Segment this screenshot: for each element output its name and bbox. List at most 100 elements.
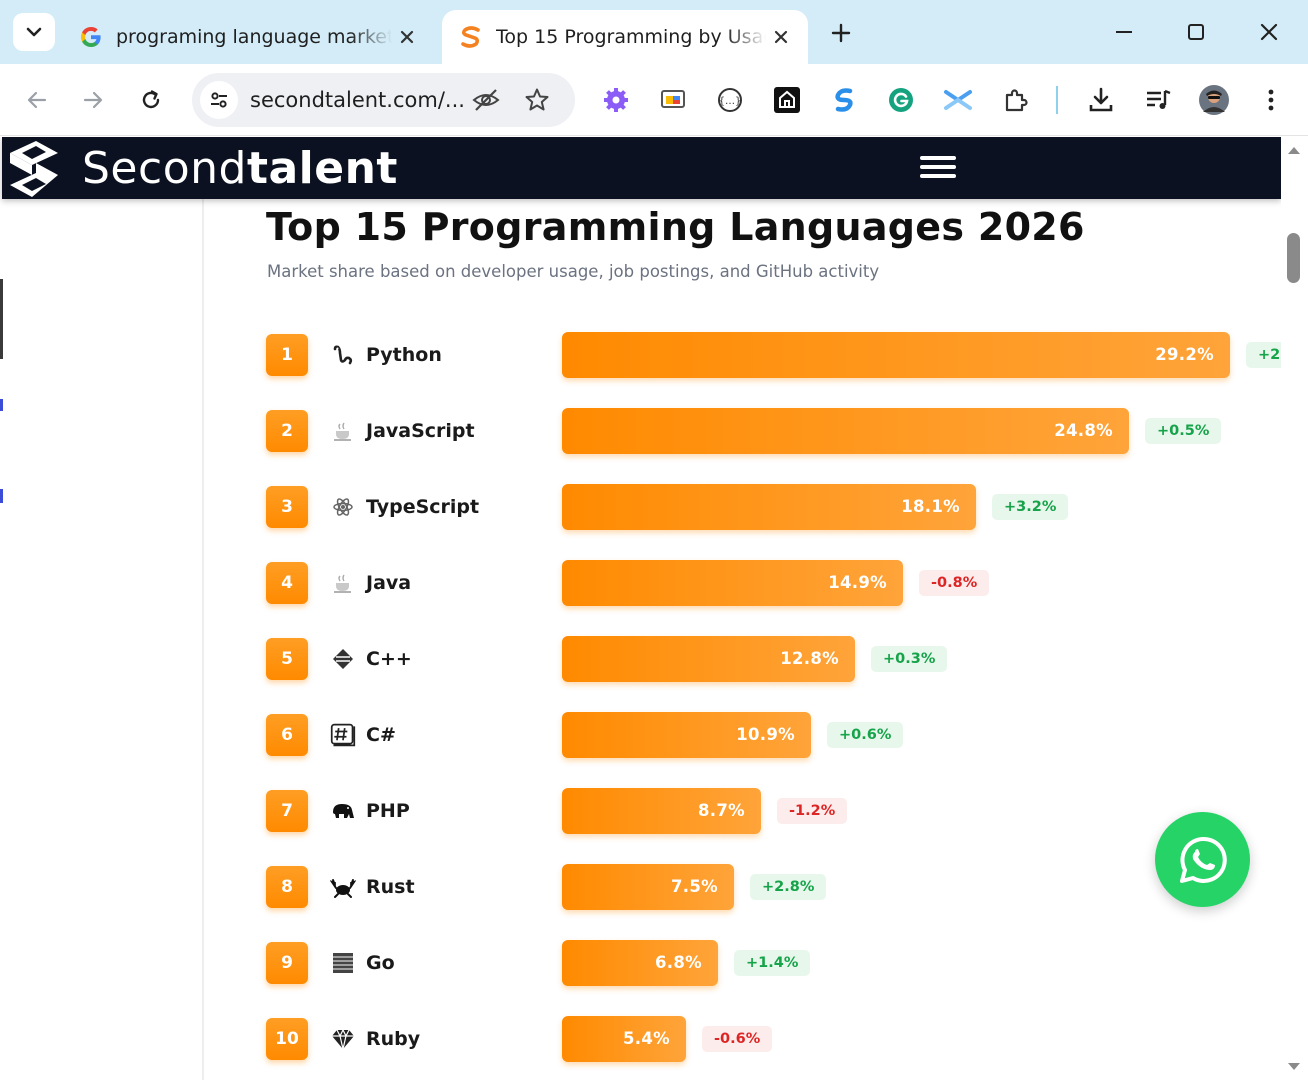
reload-icon bbox=[142, 90, 160, 109]
change-badge: -1.2% bbox=[777, 798, 848, 824]
reload-button[interactable] bbox=[129, 78, 173, 122]
rust-icon bbox=[330, 872, 356, 902]
chevron-down-icon bbox=[26, 27, 42, 37]
avatar[interactable] bbox=[1194, 80, 1234, 120]
grammarly-icon[interactable] bbox=[881, 80, 921, 120]
tab-title: programing language market share - Googl… bbox=[116, 26, 392, 48]
tab-search-button[interactable] bbox=[13, 13, 55, 51]
minimize-button[interactable] bbox=[1096, 12, 1152, 52]
site-header: Secondtalent bbox=[2, 137, 1281, 199]
page-title: Top 15 Programming Languages 2026 bbox=[266, 205, 1085, 249]
back-button[interactable] bbox=[15, 78, 59, 122]
tracking-protection-icon[interactable] bbox=[466, 80, 506, 120]
arrow-left-icon bbox=[27, 91, 47, 109]
browser-toolbar: secondtalent.com/... {…} bbox=[0, 64, 1308, 136]
whatsapp-icon bbox=[1179, 836, 1227, 883]
share-bar: 6.8% bbox=[562, 940, 718, 986]
url-text[interactable]: secondtalent.com/... bbox=[250, 88, 465, 112]
plus-icon bbox=[831, 23, 851, 43]
close-window-button[interactable] bbox=[1241, 12, 1297, 52]
language-row: 2 JavaScript 24.8% +0.5% bbox=[0, 404, 1281, 460]
language-name: C++ bbox=[366, 648, 412, 670]
maximize-button[interactable] bbox=[1168, 12, 1224, 52]
sync-extension-icon[interactable] bbox=[824, 80, 864, 120]
rank-badge: 4 bbox=[266, 562, 308, 604]
toolbar-separator bbox=[1056, 86, 1058, 114]
share-value: 14.9% bbox=[828, 573, 887, 592]
brand-wordmark[interactable]: Secondtalent bbox=[82, 144, 398, 194]
language-row: 7 PHP 8.7% -1.2% bbox=[0, 784, 1281, 840]
page-viewport: Secondtalent Top 15 Programming Language… bbox=[0, 137, 1308, 1080]
share-bar: 14.9% bbox=[562, 560, 903, 606]
language-row: 10 Ruby 5.4% -0.6% bbox=[0, 1012, 1281, 1068]
language-name: Ruby bbox=[366, 1028, 421, 1050]
change-badge: +0.3% bbox=[871, 646, 948, 672]
go-icon bbox=[330, 948, 356, 978]
minimize-icon bbox=[1116, 31, 1132, 33]
share-value: 29.2% bbox=[1155, 345, 1214, 364]
change-badge: +0.5% bbox=[1145, 418, 1222, 444]
arrow-right-icon bbox=[83, 91, 103, 109]
rank-badge: 8 bbox=[266, 866, 308, 908]
tune-icon bbox=[211, 92, 227, 108]
left-edge-decoration bbox=[0, 279, 3, 503]
share-value: 18.1% bbox=[901, 497, 960, 516]
code-extension-icon[interactable]: {…} bbox=[710, 80, 750, 120]
google-icon bbox=[78, 24, 104, 50]
language-name: JavaScript bbox=[366, 420, 475, 442]
browser-menu-icon[interactable] bbox=[1251, 80, 1291, 120]
python-icon bbox=[330, 340, 356, 370]
rank-badge: 10 bbox=[266, 1018, 308, 1060]
tab-google-search[interactable]: programing language market share - Googl… bbox=[62, 10, 434, 64]
share-bar: 18.1% bbox=[562, 484, 976, 530]
share-bar: 10.9% bbox=[562, 712, 811, 758]
tab-secondtalent[interactable]: Top 15 Programming by Usage bbox=[442, 10, 808, 64]
gear-extension-icon[interactable] bbox=[596, 80, 636, 120]
change-badge: -0.8% bbox=[919, 570, 990, 596]
rank-badge: 3 bbox=[266, 486, 308, 528]
scrollbar-thumb[interactable] bbox=[1287, 233, 1300, 283]
page-subtitle: Market share based on developer usage, j… bbox=[267, 262, 880, 281]
whatsapp-chat-button[interactable] bbox=[1155, 812, 1250, 907]
share-value: 10.9% bbox=[736, 725, 795, 744]
cast-extension-icon[interactable] bbox=[653, 80, 693, 120]
rank-badge: 9 bbox=[266, 942, 308, 984]
rank-badge: 1 bbox=[266, 334, 308, 376]
dark-extension-icon[interactable] bbox=[767, 80, 807, 120]
brand-light-text: Second bbox=[82, 143, 247, 194]
share-value: 24.8% bbox=[1054, 421, 1113, 440]
rank-badge: 5 bbox=[266, 638, 308, 680]
scroll-up-icon[interactable] bbox=[1287, 145, 1301, 155]
share-bar: 5.4% bbox=[562, 1016, 686, 1062]
windsurf-icon[interactable] bbox=[938, 80, 978, 120]
language-row: 6 C# 10.9% +0.6% bbox=[0, 708, 1281, 764]
share-bar: 24.8% bbox=[562, 408, 1129, 454]
site-info-button[interactable] bbox=[200, 81, 238, 119]
share-value: 12.8% bbox=[780, 649, 839, 668]
javascript-icon bbox=[330, 416, 356, 446]
change-badge: +0.6% bbox=[827, 722, 904, 748]
forward-button[interactable] bbox=[71, 78, 115, 122]
puzzle-icon[interactable] bbox=[996, 80, 1036, 120]
share-value: 7.5% bbox=[671, 877, 718, 896]
java-icon bbox=[330, 568, 356, 598]
bookmark-star-icon[interactable] bbox=[517, 80, 557, 120]
maximize-icon bbox=[1188, 24, 1204, 40]
share-bar: 7.5% bbox=[562, 864, 734, 910]
change-badge: +3.2% bbox=[992, 494, 1069, 520]
media-controls-icon[interactable] bbox=[1138, 80, 1178, 120]
address-bar[interactable]: secondtalent.com/... bbox=[192, 73, 575, 127]
language-name: Python bbox=[366, 344, 442, 366]
page-scrollbar[interactable] bbox=[1281, 137, 1308, 1080]
download-icon[interactable] bbox=[1081, 80, 1121, 120]
close-tab-icon[interactable] bbox=[766, 22, 796, 52]
new-tab-button[interactable] bbox=[822, 14, 860, 52]
ruby-icon bbox=[330, 1024, 356, 1054]
hamburger-menu-icon[interactable] bbox=[920, 156, 956, 182]
cpp-icon bbox=[330, 644, 356, 674]
language-row: 8 Rust 7.5% +2.8% bbox=[0, 860, 1281, 916]
close-tab-icon[interactable] bbox=[392, 22, 422, 52]
secondtalent-logo-icon[interactable] bbox=[2, 139, 66, 199]
scroll-down-icon[interactable] bbox=[1287, 1062, 1301, 1072]
share-bar: 29.2% bbox=[562, 332, 1230, 378]
